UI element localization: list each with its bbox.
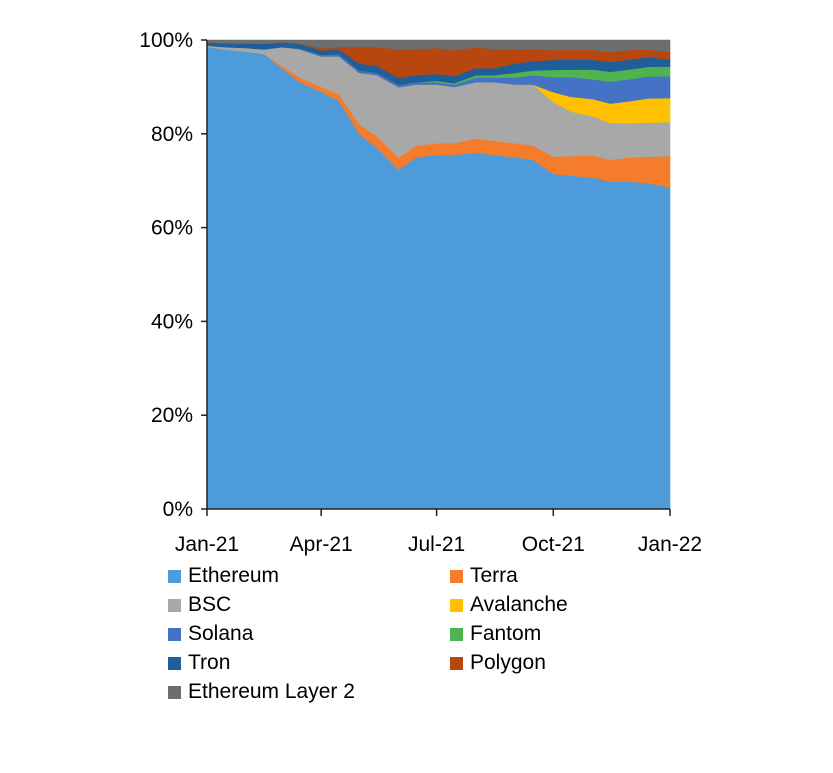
legend: Ethereum Terra BSC Avalanche Solana Fantom Tro… (168, 563, 598, 705)
legend-item-avalanche: Avalanche (450, 592, 600, 618)
x-tick-label: Jan-22 (638, 533, 702, 556)
legend-item-ethereum-layer-2: Ethereum Layer 2 (168, 679, 450, 705)
legend-label: Solana (188, 622, 254, 645)
y-tick-label: 100% (139, 29, 193, 52)
legend-item-bsc: BSC (168, 592, 450, 618)
legend-swatch (168, 569, 181, 583)
legend-item-fantom: Fantom (450, 621, 600, 647)
legend-item-tron: Tron (168, 650, 450, 676)
legend-swatch (450, 656, 463, 670)
x-tick-label: Oct-21 (522, 533, 585, 556)
legend-label: Fantom (470, 622, 542, 645)
legend-label: Tron (188, 651, 231, 674)
legend-label: Polygon (470, 651, 546, 674)
legend-swatch (168, 627, 181, 641)
x-tick-label: Apr-21 (290, 533, 353, 556)
area-ethereum-layer-2 (206, 39, 671, 53)
legend-swatch (450, 598, 463, 612)
legend-swatch (168, 598, 181, 612)
axes (201, 39, 671, 516)
series-areas (206, 39, 671, 510)
legend-label: Ethereum (188, 564, 280, 587)
legend-item-terra: Terra (450, 563, 600, 589)
x-tick-label: Jan-21 (175, 533, 239, 556)
y-tick-labels: 0% 20% 40% 60% 80% 100% (139, 29, 193, 521)
legend-item-solana: Solana (168, 621, 450, 647)
legend-swatch (168, 656, 181, 670)
legend-swatch (450, 627, 463, 641)
legend-label: Terra (470, 564, 518, 587)
legend-item-ethereum: Ethereum (168, 563, 450, 589)
x-tick-label: Jul-21 (408, 533, 465, 556)
y-tick-label: 0% (163, 498, 193, 521)
y-tick-label: 20% (151, 404, 193, 427)
legend-item-polygon: Polygon (450, 650, 600, 676)
y-tick-label: 60% (151, 217, 193, 240)
legend-swatch (450, 569, 463, 583)
legend-label: Ethereum Layer 2 (188, 680, 355, 703)
legend-label: Avalanche (470, 593, 568, 616)
y-tick-label: 80% (151, 123, 193, 146)
legend-swatch (168, 685, 181, 699)
legend-label: BSC (188, 593, 232, 616)
x-tick-labels: Jan-21 Apr-21 Jul-21 Oct-21 Jan-22 (175, 533, 702, 556)
y-tick-label: 40% (151, 310, 193, 333)
